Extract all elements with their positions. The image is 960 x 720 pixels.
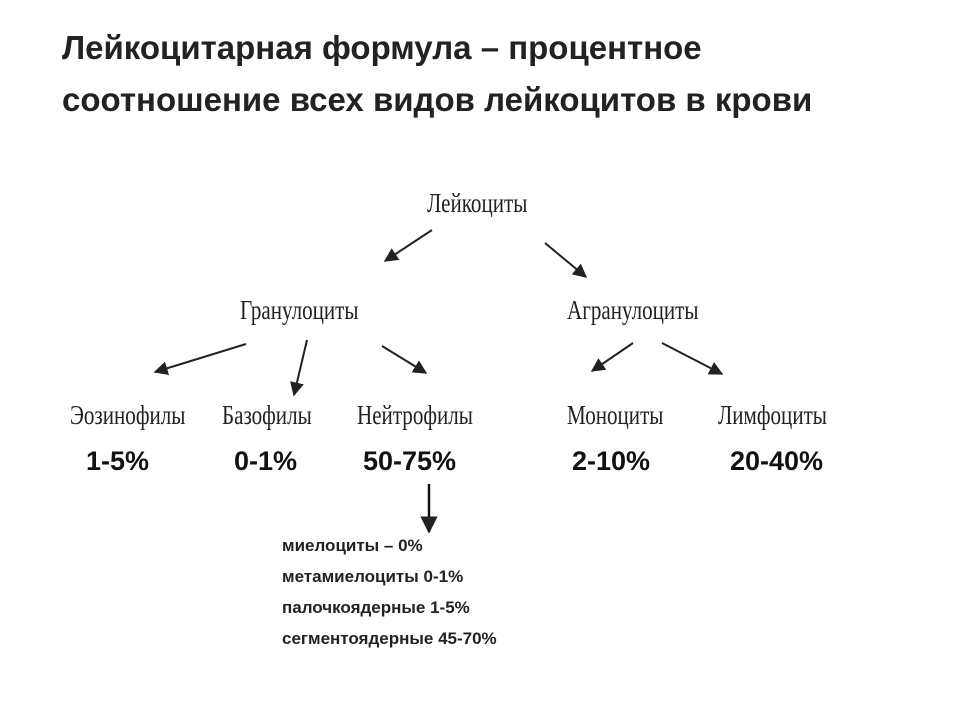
arrow-granulocytes-to-neutrophils: [381, 345, 428, 374]
subtype-segmented: сегментоядерные 45-70%: [282, 629, 497, 648]
node-neutrophils: Нейтрофилы: [357, 400, 473, 430]
slide-title: Лейкоцитарная формула – процентное соотн…: [62, 22, 942, 126]
percent-eosinophils: 1-5%: [86, 446, 150, 476]
arrow-root-to-granulocytes: [383, 229, 433, 262]
arrow-granulocytes-to-basophils: [290, 339, 308, 397]
percent-lymphocytes: 20-40%: [730, 446, 824, 476]
node-basophils: Базофилы: [222, 400, 312, 430]
subtype-band: палочкоядерные 1-5%: [282, 598, 470, 617]
neutrophil-subtypes-list: миелоциты – 0% метамиелоциты 0-1% палочк…: [282, 530, 497, 654]
arrow-granulocytes-to-eosinophils: [153, 343, 247, 375]
title-line-1: Лейкоцитарная формула – процентное: [62, 29, 702, 66]
arrow-root-to-agranulocytes: [544, 242, 588, 278]
percent-neutrophils: 50-75%: [363, 446, 457, 476]
node-lymphocytes: Лимфоциты: [718, 400, 827, 430]
subtype-myelocytes: миелоциты – 0%: [282, 536, 423, 555]
subtype-metamyelocytes: метамиелоциты 0-1%: [282, 567, 464, 586]
node-agranulocytes: Агранулоциты: [567, 295, 699, 325]
arrow-agranulocytes-to-lymphocytes: [661, 342, 724, 375]
node-leukocytes: Лейкоциты: [427, 188, 528, 218]
percent-monocytes: 2-10%: [572, 446, 651, 476]
node-granulocytes: Гранулоциты: [240, 295, 359, 325]
node-eosinophils: Эозинофилы: [70, 400, 186, 430]
title-line-2: соотношение всех видов лейкоцитов в кров…: [62, 81, 813, 118]
percent-basophils: 0-1%: [234, 446, 298, 476]
node-monocytes: Моноциты: [567, 400, 664, 430]
arrow-agranulocytes-to-monocytes: [590, 342, 634, 372]
